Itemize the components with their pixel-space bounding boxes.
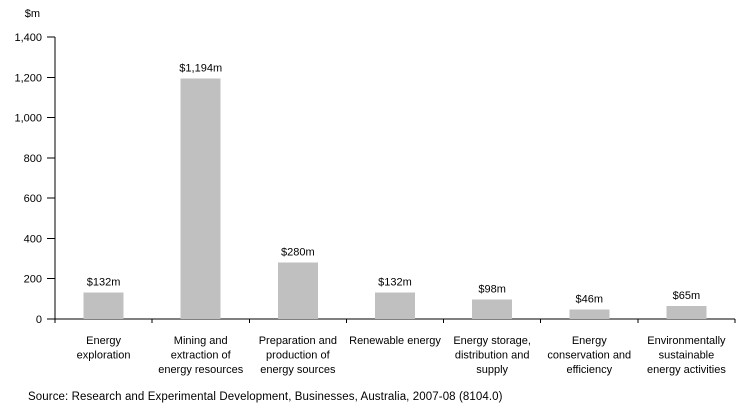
y-axis-unit-label: $m: [25, 8, 40, 20]
y-tick-label: 1,400: [14, 32, 42, 44]
y-tick-label: 0: [36, 314, 42, 326]
x-category-label: Preparation and production of energy sourc…: [259, 335, 337, 376]
x-category-label: Energy storage, distribution and supply: [453, 335, 531, 376]
x-category-label: Energy exploration: [77, 335, 131, 362]
x-category-label: Environmentally sustainable energy activit…: [647, 335, 726, 376]
y-tick-label: 1,200: [14, 72, 42, 84]
y-tick-label: 200: [24, 274, 42, 286]
bar: [472, 299, 513, 319]
bar-value-label: $132m: [378, 276, 412, 288]
y-tick-label: 800: [24, 153, 42, 165]
bar-value-label: $98m: [478, 283, 506, 295]
bar: [375, 292, 415, 319]
bar-value-label: $132m: [87, 276, 121, 288]
bar-value-label: $1,194m: [179, 62, 222, 74]
y-tick-label: 1,000: [14, 113, 42, 125]
bar-value-label: $46m: [576, 294, 604, 306]
bar: [180, 78, 221, 319]
bar-value-label: $280m: [281, 247, 315, 259]
bar-value-label: $65m: [673, 290, 701, 302]
bar: [83, 292, 124, 319]
y-tick-label: 600: [24, 193, 42, 205]
x-category-label: Energy conservation and efficiency: [547, 335, 631, 376]
source-note: Source: Research and Experimental Develo…: [28, 391, 503, 403]
bar: [666, 305, 707, 319]
y-tick-label: 400: [24, 233, 42, 245]
bar: [277, 262, 318, 319]
x-category-label: Renewable energy: [349, 335, 441, 347]
bar: [569, 309, 610, 319]
x-category-label: Mining and extraction of energy resources: [158, 335, 243, 376]
